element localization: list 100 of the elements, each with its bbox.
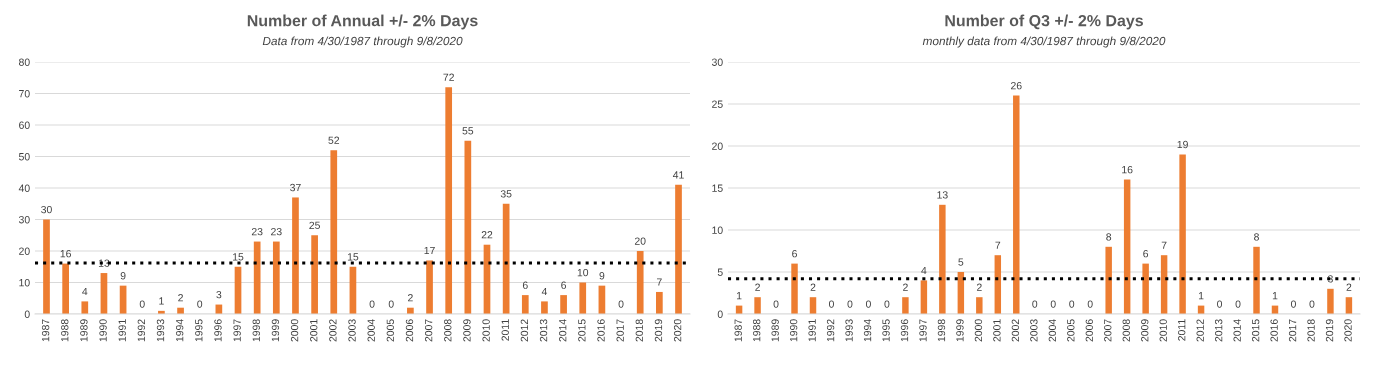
data-label: 55 — [462, 127, 474, 135]
x-tick-label: 2006 — [405, 319, 414, 342]
y-tick-label: 25 — [712, 100, 723, 108]
bar — [1013, 95, 1020, 314]
bar — [81, 301, 89, 314]
bar — [253, 241, 261, 314]
y-tick-label: 0 — [24, 310, 30, 318]
data-label: 0 — [1050, 300, 1056, 308]
y-tick-label: 50 — [18, 153, 30, 161]
y-tick-label: 40 — [18, 184, 30, 192]
x-tick-label: 1991 — [808, 319, 816, 342]
x-tick-label: 1990 — [99, 319, 107, 342]
y-tick-label: 10 — [712, 226, 723, 234]
data-label: 13 — [937, 191, 948, 199]
x-tick-label: 1998 — [937, 319, 946, 342]
x-tick-label: 1995 — [195, 319, 203, 342]
x-tick-label: 2002 — [1011, 319, 1020, 342]
data-label: 0 — [1290, 300, 1296, 308]
x-tick-label: 2008 — [1122, 319, 1130, 342]
data-label: 4 — [541, 287, 548, 296]
x-tick-label: 1995 — [882, 319, 890, 342]
y-tick-label: 10 — [19, 279, 30, 287]
x-tick-label: 2009 — [463, 319, 471, 342]
x-tick-label: 1996 — [214, 319, 222, 342]
data-label: 0 — [1217, 300, 1223, 308]
bar — [62, 263, 69, 314]
x-tick-label: 1989 — [80, 319, 88, 342]
x-tick-label: 2017 — [616, 319, 624, 342]
bar — [1142, 263, 1149, 314]
data-label: 0 — [139, 300, 145, 308]
data-label: 6 — [792, 250, 797, 258]
x-tick-label: 2013 — [539, 319, 548, 342]
x-tick-label: 1994 — [175, 319, 184, 342]
data-label: 0 — [1087, 300, 1093, 308]
bar — [1123, 179, 1131, 314]
bar — [636, 251, 644, 314]
data-label: 17 — [424, 246, 435, 255]
x-tick-label: 1988 — [61, 319, 69, 342]
x-tick-label: 1990 — [789, 319, 798, 342]
x-tick-label: 1999 — [271, 319, 280, 342]
x-tick-label: 2013 — [1214, 319, 1223, 342]
bar — [426, 260, 433, 314]
data-label: 0 — [1309, 300, 1315, 308]
x-tick-label: 2005 — [1067, 319, 1075, 342]
x-tick-label: 2016 — [1270, 319, 1278, 342]
chart-title: Number of Annual +/- 2% Days — [247, 14, 478, 30]
bar — [939, 204, 946, 314]
x-tick-label: 1991 — [118, 319, 126, 342]
bar — [920, 280, 928, 314]
y-tick-label: 60 — [19, 121, 30, 129]
x-tick-label: 2015 — [578, 319, 586, 342]
x-tick-label: 2012 — [1196, 319, 1204, 342]
x-tick-label: 1994 — [863, 319, 872, 342]
x-tick-label: 2010 — [1159, 319, 1167, 342]
bar — [976, 297, 983, 314]
bar — [1327, 288, 1334, 314]
x-tick-label: 2002 — [329, 319, 337, 342]
bar — [1160, 255, 1168, 314]
x-tick-label: 1992 — [137, 319, 146, 342]
x-tick-label: 2014 — [559, 319, 567, 342]
bar — [292, 197, 299, 314]
x-tick-label: 1993 — [845, 319, 853, 342]
y-tick-label: 80 — [19, 58, 30, 66]
y-tick-label: 20 — [712, 142, 723, 150]
bar — [1253, 246, 1260, 314]
bar — [311, 235, 318, 314]
x-tick-label: 2009 — [1141, 319, 1149, 342]
data-label: 4 — [82, 287, 88, 296]
x-tick-label: 2020 — [673, 319, 682, 342]
x-tick-label: 1987 — [734, 319, 742, 342]
data-label: 1 — [1198, 292, 1204, 300]
data-label: 2 — [903, 283, 908, 291]
y-tick-label: 5 — [717, 268, 723, 276]
data-label: 2 — [976, 283, 982, 291]
data-label: 0 — [388, 300, 394, 308]
data-label: 22 — [481, 231, 493, 239]
data-label: 0 — [829, 300, 834, 308]
x-tick-label: 2001 — [310, 319, 318, 342]
data-label: 6 — [522, 281, 528, 289]
y-tick-label: 30 — [18, 216, 30, 224]
x-tick-label: 2017 — [1288, 319, 1297, 342]
x-tick-label: 1992 — [826, 319, 835, 342]
x-tick-label: 2020 — [1344, 319, 1352, 342]
x-tick-label: 1996 — [900, 319, 909, 342]
x-tick-label: 1987 — [41, 319, 50, 342]
chart-subtitle: Data from 4/30/1987 through 9/8/2020 — [262, 36, 463, 48]
data-label: 16 — [1122, 166, 1133, 174]
data-label: 0 — [1032, 300, 1038, 308]
x-tick-label: 2000 — [290, 319, 299, 342]
data-label: 0 — [618, 300, 624, 308]
y-tick-label: 0 — [717, 310, 723, 318]
data-label: 2 — [810, 283, 816, 291]
x-tick-label: 2006 — [1085, 319, 1093, 342]
data-label: 30 — [41, 205, 52, 214]
x-tick-label: 1997 — [919, 319, 927, 342]
bar — [579, 282, 587, 314]
x-tick-label: 2011 — [501, 319, 509, 341]
x-tick-label: 2007 — [424, 319, 433, 342]
y-tick-label: 15 — [712, 184, 723, 192]
data-label: 7 — [1161, 241, 1167, 249]
